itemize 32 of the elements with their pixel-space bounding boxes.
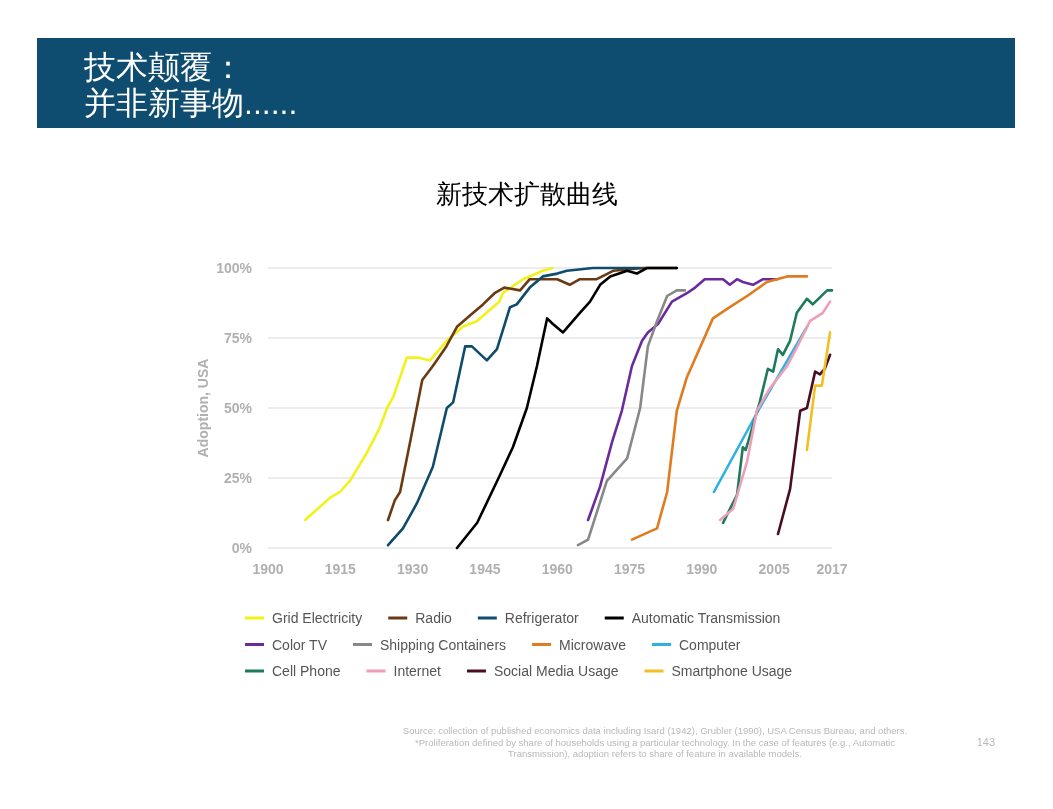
y-tick-label: 75% (223, 330, 253, 346)
legend-label: Automatic Transmission (631, 610, 781, 626)
legend-label: Color TV (272, 636, 328, 653)
source-note: Source: collection of published economics data including Isard (1942), Grubler (1990), USA Census Bureau, and others. *Proliferation defined by share of households using a particular technology. In the case of features (e.g., Automatic Transmission), adoption refers to share of feature in available models. (402, 725, 908, 759)
legend-label: Social Media Usage (493, 663, 619, 679)
legend-label: Smartphone Usage (671, 663, 793, 679)
legend-label: Microwave (559, 636, 627, 653)
legend-label: Cell Phone (272, 663, 341, 679)
x-tick-label: 1975 (613, 561, 646, 577)
legend-label: Shipping Containers (379, 636, 507, 653)
y-tick-label: 50% (223, 400, 253, 416)
y-axis-title: Adoption, USA (195, 358, 211, 458)
x-tick-label: 1900 (252, 561, 284, 577)
x-tick-label: 2017 (816, 561, 848, 577)
x-tick-label: 1945 (469, 561, 501, 577)
legend-label: Grid Electricity (272, 610, 363, 626)
x-tick-label: 1990 (686, 561, 718, 577)
text: 新技术扩散曲线 (436, 179, 618, 209)
text: 143 (976, 736, 995, 748)
x-tick-label: 1930 (397, 561, 429, 577)
legend-label: Refrigerator (504, 610, 580, 626)
chart-subtitle: 并非新事物...... (84, 85, 298, 121)
y-tick-label: 0% (231, 540, 253, 556)
legend-label: Computer (678, 636, 741, 653)
y-tick-label: 25% (223, 470, 253, 486)
legend-label: Radio (415, 610, 453, 626)
legend-label: Internet (393, 663, 442, 679)
chart-title: 技术颠覆： (83, 49, 244, 85)
x-tick-label: 2005 (758, 561, 790, 577)
x-tick-label: 1915 (324, 561, 357, 577)
x-tick-label: 1960 (541, 561, 574, 577)
y-tick-label: 100% (216, 260, 253, 276)
